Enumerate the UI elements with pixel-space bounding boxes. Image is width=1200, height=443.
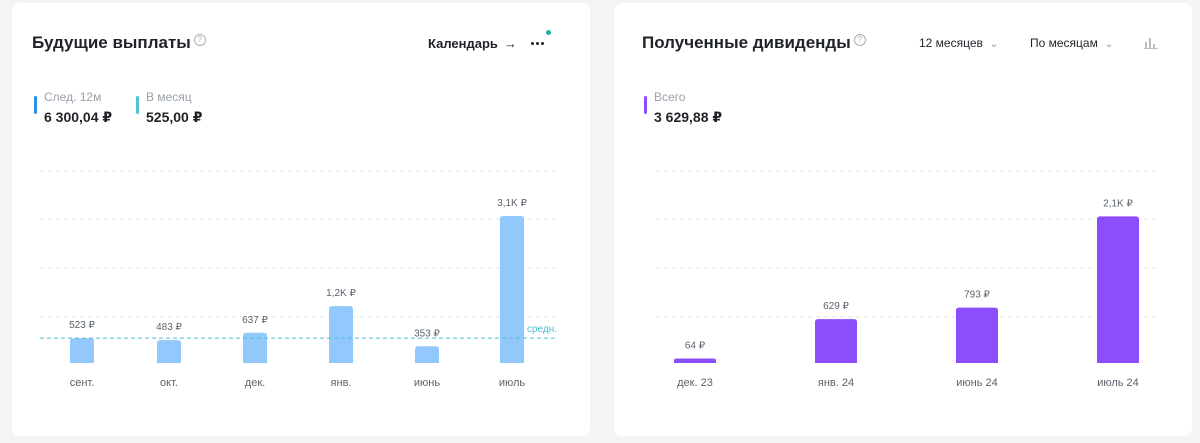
x-tick-label: июль — [499, 377, 526, 389]
stat-label: Всего — [654, 90, 686, 104]
bar-value-label: 1,2K ₽ — [326, 288, 356, 299]
chart-bar — [157, 340, 181, 363]
received-dividends-title: Полученные дивиденды? — [642, 33, 866, 53]
more-dots-icon — [531, 42, 534, 45]
bar-chart-icon[interactable] — [1144, 36, 1158, 49]
grouping-dropdown-value: По месяцам — [1030, 36, 1098, 50]
x-tick-label: дек. 23 — [677, 377, 713, 389]
stat-color-mark — [34, 96, 37, 114]
received-dividends-title-text: Полученные дивиденды — [642, 33, 851, 52]
period-dropdown-value: 12 месяцев — [919, 36, 983, 50]
bar-value-label: 523 ₽ — [69, 320, 95, 331]
future-payouts-card: Будущие выплаты? Календарь → След. 12м 6 … — [12, 3, 590, 436]
x-tick-label: окт. — [160, 377, 178, 389]
chart-bar — [1097, 216, 1139, 363]
future-payouts-title-text: Будущие выплаты — [32, 33, 191, 52]
more-dots-icon — [541, 42, 544, 45]
stat-value: 3 629,88 ₽ — [654, 109, 723, 125]
chart-bar — [243, 332, 267, 363]
help-icon[interactable]: ? — [853, 34, 866, 46]
chevron-down-icon: ⌄ — [989, 39, 999, 50]
chart-bar — [956, 307, 998, 363]
chart-bar — [415, 346, 439, 363]
x-tick-label: янв. 24 — [818, 377, 854, 389]
future-payouts-chart: 523 ₽ сент. 483 ₽ окт. 637 ₽ дек. 1,2K ₽ янв. 35… — [40, 170, 558, 389]
x-tick-label: янв. — [331, 377, 352, 389]
stat-value: 525,00 ₽ — [146, 109, 203, 125]
more-dots-icon — [536, 42, 539, 45]
stat-color-mark — [136, 96, 139, 114]
bar-value-label: 483 ₽ — [156, 322, 182, 333]
chart-bar — [815, 319, 857, 363]
bar-value-label: 629 ₽ — [823, 301, 849, 312]
bar-value-label: 64 ₽ — [685, 341, 706, 352]
stat-color-mark — [644, 96, 647, 114]
bar-value-label: 637 ₽ — [242, 315, 268, 326]
stat-next-12m: След. 12м 6 300,04 ₽ — [34, 90, 112, 126]
chart-bar — [674, 358, 716, 363]
help-icon[interactable]: ? — [193, 34, 206, 46]
notification-dot — [546, 30, 551, 35]
x-tick-label: дек. — [245, 377, 265, 389]
stat-value: 6 300,04 ₽ — [44, 109, 113, 125]
arrow-right-icon: → — [503, 36, 517, 51]
stat-label: В месяц — [146, 90, 192, 104]
stat-per-month: В месяц 525,00 ₽ — [136, 90, 202, 126]
bar-value-label: 353 ₽ — [414, 328, 440, 339]
x-tick-label: июнь 24 — [956, 377, 998, 389]
received-dividends-card: Полученные дивиденды? 12 месяцев ⌄ По мес… — [614, 3, 1192, 436]
bar-value-label: 3,1K ₽ — [497, 198, 527, 209]
grouping-dropdown[interactable]: По месяцам ⌄ — [1030, 36, 1113, 50]
x-tick-label: июль 24 — [1097, 377, 1139, 389]
chart-bar — [329, 306, 353, 363]
calendar-link[interactable]: Календарь → — [428, 36, 517, 51]
more-options-button[interactable] — [530, 30, 551, 50]
x-tick-label: июнь — [414, 377, 440, 389]
chevron-down-icon: ⌄ — [1104, 39, 1114, 50]
received-dividends-chart: 64 ₽ дек. 23 629 ₽ янв. 24 793 ₽ июнь 24 2,1K … — [656, 170, 1160, 389]
x-tick-label: сент. — [70, 377, 95, 389]
period-dropdown[interactable]: 12 месяцев ⌄ — [919, 36, 998, 50]
average-line-label: средн. — [527, 324, 557, 335]
bar-value-label: 793 ₽ — [964, 290, 990, 301]
calendar-link-label: Календарь — [428, 36, 498, 51]
chart-bar — [500, 216, 524, 363]
future-payouts-title: Будущие выплаты? — [32, 33, 206, 53]
stat-label: След. 12м — [44, 90, 102, 104]
stat-total: Всего 3 629,88 ₽ — [644, 90, 722, 126]
chart-bar — [70, 338, 94, 363]
bar-value-label: 2,1K ₽ — [1103, 198, 1133, 209]
